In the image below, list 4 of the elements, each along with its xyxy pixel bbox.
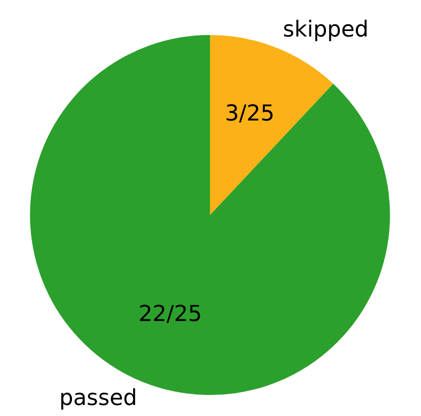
slice-label: passed bbox=[59, 386, 138, 411]
data-label: 22/25 bbox=[138, 302, 202, 328]
slice-label: skipped bbox=[282, 18, 369, 43]
data-label: 3/25 bbox=[225, 101, 274, 126]
